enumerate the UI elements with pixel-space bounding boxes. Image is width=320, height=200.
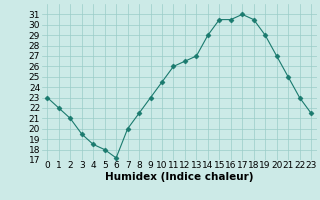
X-axis label: Humidex (Indice chaleur): Humidex (Indice chaleur): [105, 172, 253, 182]
